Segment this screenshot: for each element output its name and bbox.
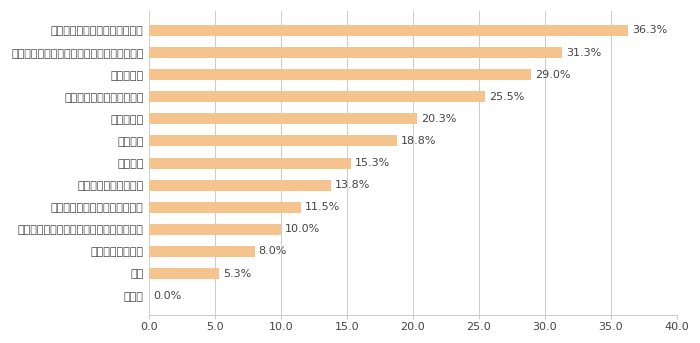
Text: 0.0%: 0.0% <box>153 291 181 300</box>
Text: 31.3%: 31.3% <box>566 48 601 58</box>
Text: 18.8%: 18.8% <box>401 136 437 146</box>
Bar <box>149 47 562 58</box>
Bar <box>149 113 416 125</box>
Bar <box>149 268 219 279</box>
Bar <box>149 224 281 235</box>
Text: 20.3%: 20.3% <box>421 114 456 124</box>
Text: 36.3%: 36.3% <box>631 25 667 35</box>
Text: 15.3%: 15.3% <box>355 158 390 168</box>
Bar <box>149 69 531 80</box>
Text: 13.8%: 13.8% <box>335 180 370 190</box>
Bar <box>149 25 628 36</box>
Bar <box>149 180 331 191</box>
Text: 11.5%: 11.5% <box>304 202 340 212</box>
Bar <box>149 157 351 168</box>
Text: 8.0%: 8.0% <box>258 246 287 257</box>
Text: 10.0%: 10.0% <box>285 224 320 234</box>
Bar <box>149 246 255 257</box>
Bar <box>149 91 485 102</box>
Text: 5.3%: 5.3% <box>223 269 251 279</box>
Bar <box>149 135 397 146</box>
Text: 25.5%: 25.5% <box>489 92 525 102</box>
Bar <box>149 202 301 213</box>
Text: 29.0%: 29.0% <box>536 70 571 80</box>
